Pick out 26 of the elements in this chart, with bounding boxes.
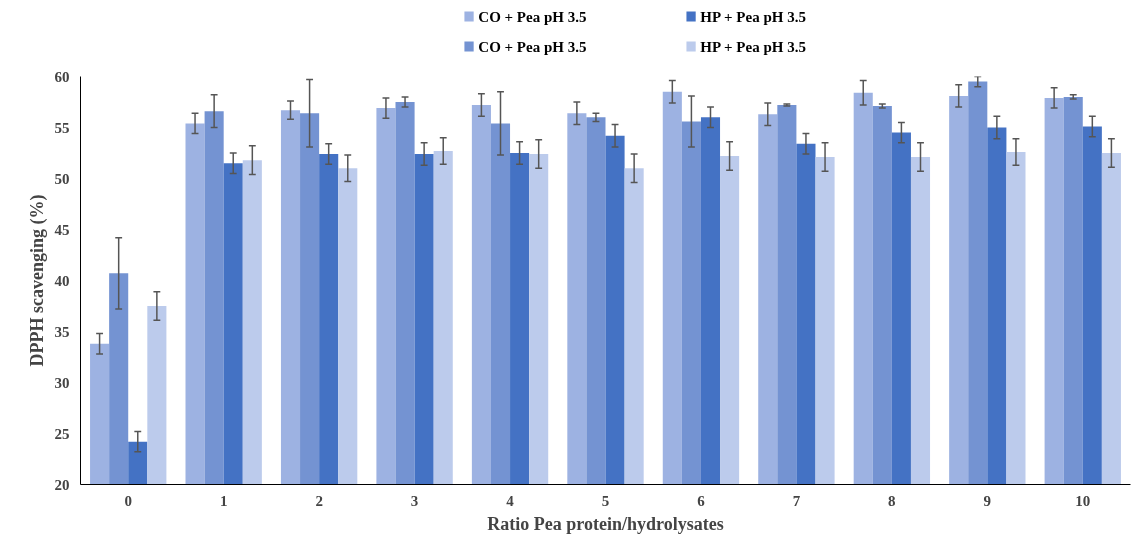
y-tick-label: 20 bbox=[54, 476, 70, 493]
legend-label: CO + Pea pH 3.5 bbox=[478, 38, 587, 55]
y-tick-label: 45 bbox=[54, 221, 70, 238]
y-tick-label: 25 bbox=[54, 425, 70, 442]
x-tick-label: 8 bbox=[888, 492, 896, 509]
legend-label: HP + Pea pH 3.5 bbox=[700, 38, 806, 55]
y-axis-title: DPPH scavenging (%) bbox=[26, 194, 48, 367]
legend-label: HP + Pea pH 3.5 bbox=[700, 8, 806, 25]
y-tick-label: 30 bbox=[54, 374, 70, 391]
x-tick-label: 2 bbox=[315, 492, 323, 509]
x-tick-label: 6 bbox=[697, 492, 706, 509]
y-tick-label: 55 bbox=[54, 119, 70, 136]
y-tick-label: 40 bbox=[54, 272, 70, 289]
x-tick-label: 9 bbox=[983, 492, 992, 509]
x-tick-label: 3 bbox=[410, 492, 419, 509]
x-tick-label: 5 bbox=[601, 492, 610, 509]
x-tick-label: 10 bbox=[1075, 492, 1091, 509]
legend-label: CO + Pea pH 3.5 bbox=[478, 8, 587, 25]
x-tick-label: 0 bbox=[124, 492, 132, 509]
y-tick-label: 50 bbox=[54, 170, 70, 187]
x-tick-label: 1 bbox=[219, 492, 228, 509]
x-axis-title: Ratio Pea protein/hydrolysates bbox=[487, 513, 724, 534]
x-tick-label: 4 bbox=[506, 492, 515, 509]
y-tick-label: 60 bbox=[54, 68, 70, 85]
y-tick-label: 35 bbox=[54, 323, 70, 340]
x-tick-label: 7 bbox=[792, 492, 801, 509]
